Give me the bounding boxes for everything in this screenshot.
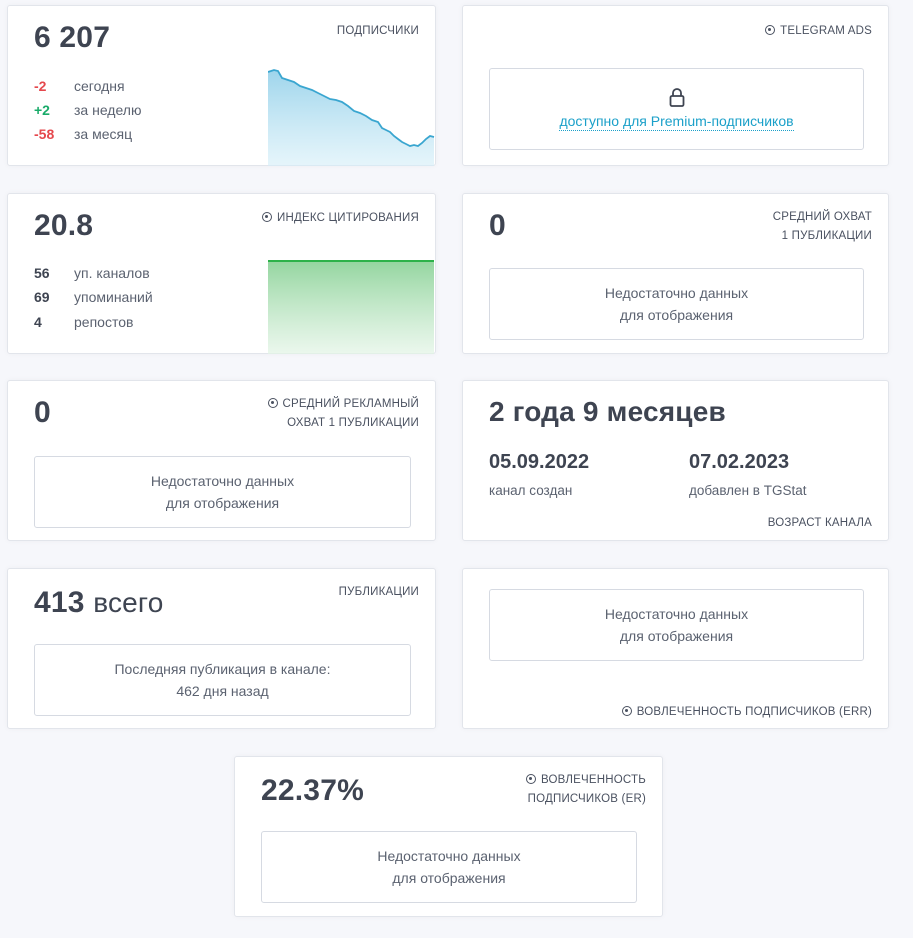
publications-card: 413 всего ПУБЛИКАЦИИ Последняя публикаци… — [7, 568, 436, 729]
citation-reposts: 4 репостов — [34, 314, 134, 330]
avg-ad-reach-card: 0 СРЕДНИЙ РЕКЛАМНЫЙ ОХВАТ 1 ПУБЛИКАЦИИ Н… — [7, 380, 436, 541]
avg-ad-reach-value: 0 — [34, 396, 51, 429]
channel-age-value: 2 года 9 месяцев — [489, 396, 726, 427]
citation-index-value: 20.8 — [34, 209, 94, 242]
avg-reach-value: 0 — [489, 209, 506, 242]
er-value: 22.37% — [261, 774, 364, 807]
info-icon — [262, 212, 273, 222]
premium-lock-box: доступно для Premium-подписчиков — [489, 68, 864, 150]
channel-age-card: 2 года 9 месяцев 05.09.2022 канал создан… — [462, 380, 889, 541]
added-label: добавлен в TGStat — [689, 483, 807, 498]
publications-title: ПУБЛИКАЦИИ — [338, 586, 419, 598]
err-empty: Недостаточно данных для отображения — [489, 589, 864, 661]
subscribers-title: ПОДПИСЧИКИ — [336, 25, 419, 37]
telegram-ads-title: TELEGRAM ADS — [765, 22, 872, 41]
citation-card: 20.8 ИНДЕКС ЦИТИРОВАНИЯ 56 уп. каналов 69… — [7, 193, 436, 354]
avg-ad-reach-empty: Недостаточно данных для отображения — [34, 456, 411, 528]
err-card: Недостаточно данных для отображения ВОВЛ… — [462, 568, 889, 729]
channel-age-title: ВОЗРАСТ КАНАЛА — [767, 517, 872, 529]
err-title: ВОВЛЕЧЕННОСТЬ ПОДПИСЧИКОВ (ERR) — [621, 703, 872, 722]
citation-mentions: 69 упоминаний — [34, 289, 153, 305]
er-card: 22.37% ВОВЛЕЧЕННОСТЬ ПОДПИСЧИКОВ (ER) Не… — [234, 756, 663, 917]
info-icon — [267, 398, 278, 408]
info-icon — [526, 774, 537, 784]
citation-channels: 56 уп. каналов — [34, 265, 150, 281]
citation-title: ИНДЕКС ЦИТИРОВАНИЯ — [262, 209, 419, 228]
created-label: канал создан — [489, 483, 573, 498]
subscribers-card: 6 207 ПОДПИСЧИКИ -2 сегодня +2 за неделю -… — [7, 5, 436, 166]
avg-reach-title: СРЕДНИЙ ОХВАТ 1 ПУБЛИКАЦИИ — [772, 211, 872, 242]
citation-sparkline — [268, 260, 434, 354]
er-empty: Недостаточно данных для отображения — [261, 831, 637, 903]
last-publication-box: Последняя публикация в канале: 462 дня н… — [34, 644, 411, 716]
telegram-ads-card: TELEGRAM ADS доступно для Premium-подпис… — [462, 5, 889, 166]
subscribers-today: -2 сегодня — [34, 78, 125, 94]
avg-ad-reach-title: СРЕДНИЙ РЕКЛАМНЫЙ ОХВАТ 1 ПУБЛИКАЦИИ — [267, 395, 419, 433]
subscribers-count: 6 207 — [34, 21, 111, 54]
info-icon — [621, 706, 632, 716]
subscribers-month: -58 за месяц — [34, 126, 133, 142]
info-icon — [765, 25, 776, 35]
subscribers-week: +2 за неделю — [34, 102, 142, 118]
premium-link[interactable]: доступно для Premium-подписчиков — [559, 113, 794, 131]
lock-icon — [669, 88, 684, 107]
subscribers-sparkline — [268, 69, 435, 166]
publications-count: 413 всего — [34, 586, 164, 619]
added-date: 07.02.2023 — [689, 451, 790, 473]
created-date: 05.09.2022 — [489, 451, 590, 473]
avg-reach-card: 0 СРЕДНИЙ ОХВАТ 1 ПУБЛИКАЦИИ Недостаточн… — [462, 193, 889, 354]
er-title: ВОВЛЕЧЕННОСТЬ ПОДПИСЧИКОВ (ER) — [526, 774, 646, 805]
avg-reach-empty: Недостаточно данных для отображения — [489, 268, 864, 340]
